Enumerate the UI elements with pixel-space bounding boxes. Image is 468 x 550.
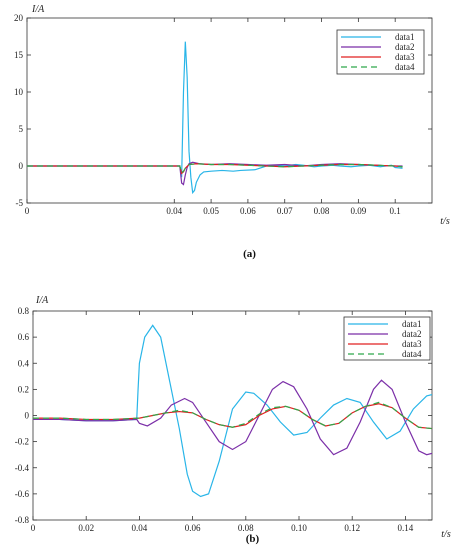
series-line-data3 <box>27 163 403 175</box>
series-line-data4 <box>33 401 432 430</box>
y-tick-label: 15 <box>14 50 24 60</box>
series-line-data1 <box>33 324 432 498</box>
y-tick-label: -0.6 <box>15 489 30 499</box>
y-tick-label: 20 <box>14 13 24 23</box>
figure-caption: (a) <box>243 248 256 260</box>
y-tick-label: 0.6 <box>18 332 30 342</box>
y-tick-label: 0 <box>25 411 30 421</box>
x-tick-label: 0.07 <box>277 206 293 216</box>
legend-label: data2 <box>402 329 422 339</box>
x-axis-label: t/s <box>440 216 450 227</box>
x-tick-label: 0.08 <box>238 523 254 533</box>
x-tick-label: 0.1 <box>390 206 401 216</box>
legend-label: data3 <box>402 339 422 349</box>
plot-frame <box>26 17 433 204</box>
x-tick-label: 0.09 <box>350 206 366 216</box>
x-tick-label: 0.02 <box>78 523 94 533</box>
figure-caption: (b) <box>246 533 260 545</box>
y-tick-label: 5 <box>19 124 24 134</box>
x-tick-label: 0.10 <box>291 523 307 533</box>
x-tick-label: 0.06 <box>240 206 256 216</box>
legend-label: data3 <box>395 52 415 62</box>
y-tick-label: 0.4 <box>18 358 30 368</box>
legend-label: data4 <box>395 62 415 72</box>
legend-label: data1 <box>395 32 415 42</box>
x-tick-label: 0.06 <box>185 523 201 533</box>
y-tick-label: -0.4 <box>15 463 30 473</box>
legend-label: data1 <box>402 319 422 329</box>
series-line-data4 <box>27 163 403 174</box>
legend-label: data4 <box>402 349 422 359</box>
y-tick-label: 0 <box>19 161 24 171</box>
x-tick-label: 0.04 <box>166 206 182 216</box>
series-line-data1 <box>27 41 403 195</box>
x-axis-label: t/s <box>441 529 451 540</box>
x-tick-label: 0.14 <box>398 523 414 533</box>
y-tick-label: 10 <box>14 87 24 97</box>
chart-b: -0.8 -0.6 -0.4 -0.2 0 0.2 0.4 0.6 0.8 0 0.02 0.04 0.… <box>15 295 451 545</box>
x-tick-label: 0.05 <box>203 206 219 216</box>
y-tick-label: 0.2 <box>18 384 29 394</box>
y-axis-label: I/A <box>31 4 45 15</box>
legend-label: data2 <box>395 42 415 52</box>
y-tick-label: 0.8 <box>18 306 30 316</box>
x-tick-label: 0.08 <box>314 206 330 216</box>
y-tick-label: -0.2 <box>15 437 29 447</box>
x-tick-label: 0.04 <box>132 523 148 533</box>
x-tick-label: 0 <box>25 206 30 216</box>
y-tick-label: -0.8 <box>15 515 30 525</box>
series-line-data2 <box>33 379 432 456</box>
series-line-data3 <box>33 403 432 430</box>
y-axis-label: I/A <box>35 295 49 306</box>
y-tick-label: -5 <box>16 198 24 208</box>
x-tick-label: 0 <box>31 523 36 533</box>
x-tick-label: 0.12 <box>344 523 360 533</box>
